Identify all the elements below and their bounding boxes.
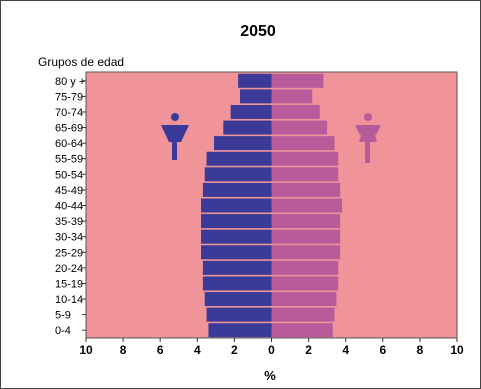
male-bar xyxy=(230,104,272,119)
chart-title: 2050 xyxy=(240,23,276,40)
female-bar xyxy=(271,182,341,197)
male-bar xyxy=(204,292,272,307)
female-bar xyxy=(271,307,335,322)
male-bar xyxy=(238,73,272,88)
male-bar xyxy=(201,245,272,260)
y-tick-label: 25-29 xyxy=(55,247,83,259)
female-bar xyxy=(271,167,339,182)
x-tick-label: 8 xyxy=(417,343,424,357)
female-bar xyxy=(271,73,324,88)
y-tick-label: 15-19 xyxy=(55,278,83,290)
female-bar xyxy=(271,136,335,151)
male-bar xyxy=(208,323,272,338)
x-tick-label: 6 xyxy=(157,343,164,357)
female-bar xyxy=(271,104,320,119)
female-bar xyxy=(271,245,341,260)
y-tick-label: 80 y + xyxy=(55,76,85,88)
female-bar xyxy=(271,292,337,307)
y-tick-label: 50-54 xyxy=(55,169,83,181)
y-tick-label: 45-49 xyxy=(55,185,83,197)
female-bar xyxy=(271,323,333,338)
y-tick-label: 70-74 xyxy=(55,107,83,119)
y-tick-label: 75-79 xyxy=(55,91,83,103)
male-bar xyxy=(201,214,272,229)
male-bars-group xyxy=(201,73,272,338)
male-bar xyxy=(213,136,272,151)
x-tick-label: 8 xyxy=(120,343,127,357)
male-bar xyxy=(223,120,272,135)
female-bar xyxy=(271,229,341,244)
y-tick-label: 55-59 xyxy=(55,154,83,166)
x-axis-title: % xyxy=(264,368,276,383)
x-tick-label: 2 xyxy=(305,343,312,357)
male-bar xyxy=(204,167,272,182)
y-axis-ticks: 80 y + 75-79 70-74 65-69 60-64 55-59 50-54 45-4… xyxy=(55,76,86,337)
female-figure-icon xyxy=(355,113,381,163)
female-bar xyxy=(271,89,313,104)
x-tick-label: 10 xyxy=(79,343,93,357)
female-bar xyxy=(271,151,339,166)
y-tick-label: 10-14 xyxy=(55,294,83,306)
x-tick-label: 2 xyxy=(231,343,238,357)
y-tick-label: 40-44 xyxy=(55,201,83,213)
y-tick-label: 5-9 xyxy=(55,310,71,322)
male-bar xyxy=(206,151,272,166)
male-figure-icon xyxy=(161,113,189,160)
male-bar xyxy=(239,89,272,104)
x-tick-label: 4 xyxy=(194,343,201,357)
male-bar xyxy=(201,198,272,213)
x-tick-label: 6 xyxy=(379,343,386,357)
female-bar xyxy=(271,276,339,291)
female-bar xyxy=(271,260,339,275)
female-bar xyxy=(271,198,342,213)
x-tick-label: 4 xyxy=(342,343,349,357)
male-bar xyxy=(202,182,272,197)
y-tick-label: 65-69 xyxy=(55,123,83,135)
x-tick-label: 0 xyxy=(268,343,275,357)
x-tick-label: 10 xyxy=(450,343,464,357)
y-tick-label: 35-39 xyxy=(55,216,83,228)
y-axis-title: Grupos de edad xyxy=(38,55,124,69)
female-bar xyxy=(271,120,328,135)
y-tick-label: 20-24 xyxy=(55,263,83,275)
x-axis-ticks: 10 8 6 4 2 0 2 4 6 8 10 xyxy=(79,338,464,357)
y-tick-label: 60-64 xyxy=(55,138,83,150)
y-tick-label: 0-4 xyxy=(55,325,71,337)
male-bar xyxy=(202,276,272,291)
male-bar xyxy=(206,307,272,322)
y-tick-label: 30-34 xyxy=(55,232,83,244)
male-bar xyxy=(201,229,272,244)
female-bars-group xyxy=(271,73,342,338)
female-bar xyxy=(271,214,341,229)
male-bar xyxy=(202,260,272,275)
